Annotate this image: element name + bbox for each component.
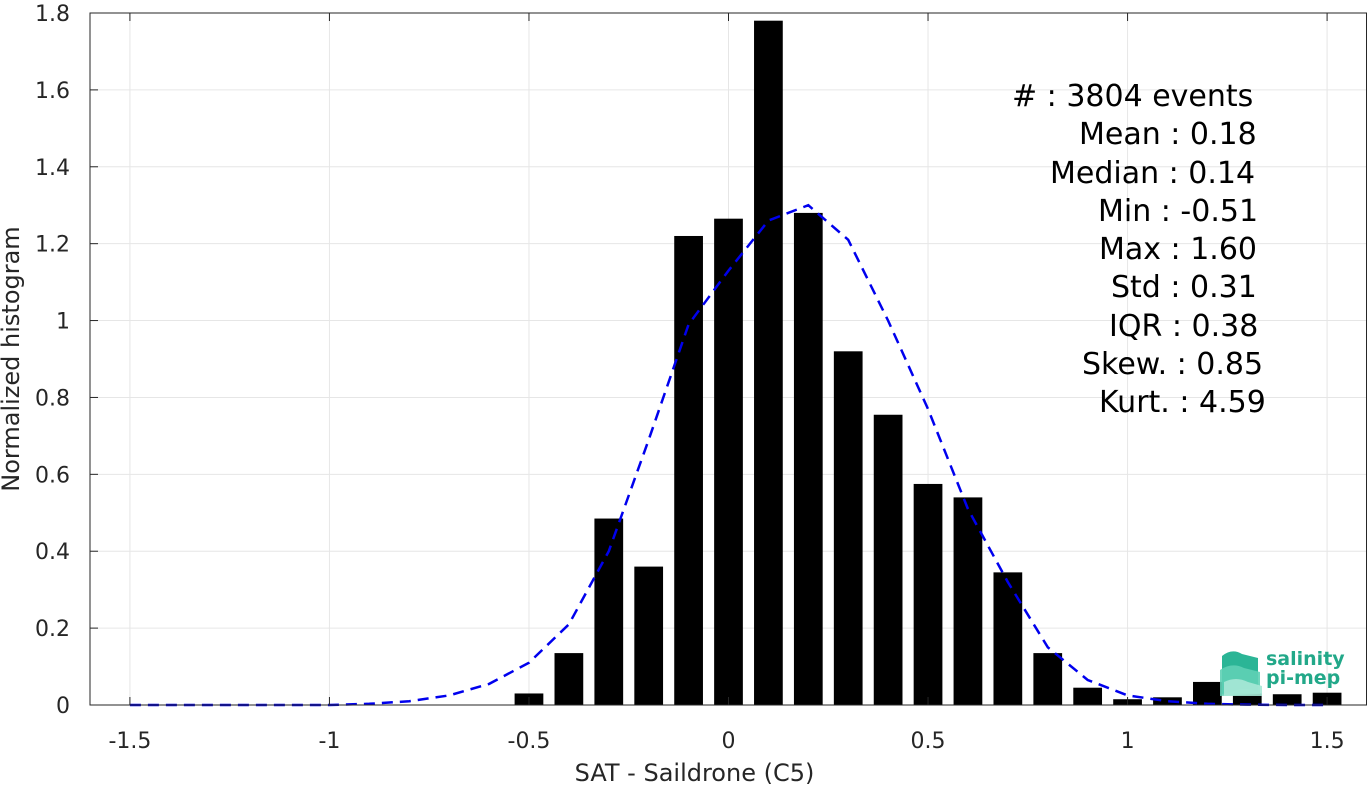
stat-max: Max : 1.60	[1099, 232, 1257, 268]
y-tick-label: 1	[56, 310, 70, 335]
histogram-bar	[1153, 697, 1182, 705]
histogram-bar	[554, 653, 584, 705]
bars	[514, 20, 1342, 705]
x-tick-label: -1.5	[108, 729, 151, 754]
histogram-bar	[993, 572, 1023, 705]
logo-text-pimep: pi-mep	[1266, 667, 1341, 689]
histogram-bar	[1073, 687, 1103, 705]
x-tick-label: 0.5	[911, 729, 946, 754]
stat-std: Std : 0.31	[1111, 270, 1257, 306]
histogram-bar	[754, 20, 783, 705]
histogram-bar	[833, 351, 863, 705]
histogram-bar	[674, 235, 703, 705]
histogram-bar	[913, 483, 943, 705]
y-tick-label: 0	[56, 694, 70, 719]
histogram-bar	[1272, 694, 1302, 705]
histogram-bar	[873, 414, 903, 705]
y-tick-label: 0.2	[35, 617, 70, 642]
y-tick-label: 0.4	[35, 540, 70, 565]
histogram-bar	[1033, 653, 1063, 705]
histogram-bar	[1193, 681, 1222, 705]
y-tick-label: 1.6	[35, 79, 70, 104]
histogram-bar	[634, 566, 664, 705]
stat-min: Min : -0.51	[1098, 193, 1259, 229]
salinity-pimep-logo: salinity pi-mep	[1218, 646, 1348, 696]
x-tick-label: 1	[1121, 729, 1135, 754]
y-tick-label: 1.8	[35, 2, 70, 27]
wave-logo-icon	[1220, 651, 1262, 696]
histogram-bar	[1232, 693, 1262, 705]
histogram-bar	[714, 218, 743, 705]
x-tick-label: -0.5	[508, 729, 551, 754]
y-tick-label: 1.4	[35, 156, 70, 181]
y-tick-label: 1.2	[35, 233, 70, 258]
y-axis-label: Normalized histogram	[0, 226, 25, 491]
x-tick-label: 0	[722, 729, 736, 754]
axis-ticks: -1.5 -1 -0.5 0 0.5 1 1.5 0 0.2 0.4 0.6 0.8 1 1.2 1.4 1.…	[35, 2, 1345, 754]
histogram-bar	[793, 212, 823, 705]
stat-kurt: Kurt. : 4.59	[1099, 385, 1266, 421]
x-tick-label: -1	[318, 729, 340, 754]
stat-mean: Mean : 0.18	[1079, 117, 1257, 153]
stat-skew: Skew. : 0.85	[1082, 347, 1264, 383]
logo-text-salinity: salinity	[1266, 648, 1345, 670]
y-tick-label: 0.8	[35, 386, 70, 411]
stat-median: Median : 0.14	[1050, 155, 1256, 191]
stat-iqr: IQR : 0.38	[1109, 308, 1259, 344]
x-axis-label: SAT - Saildrone (C5)	[575, 759, 815, 785]
stats-box: # : 3804 events Mean : 0.18 Median : 0.1…	[960, 78, 1280, 423]
histogram-bar	[594, 518, 624, 705]
stat-count: # : 3804 events	[1012, 79, 1254, 114]
x-tick-label: 1.5	[1310, 729, 1345, 754]
histogram-bar	[953, 497, 983, 705]
y-tick-label: 0.6	[35, 463, 70, 488]
